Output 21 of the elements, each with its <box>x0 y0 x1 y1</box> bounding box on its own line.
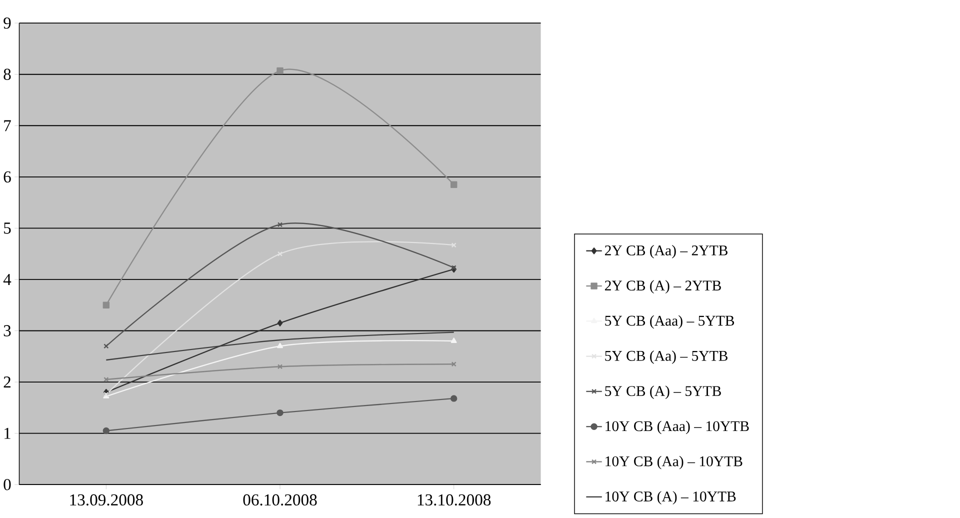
legend-label: 2Y CB (Aa) – 2YTB <box>604 245 728 258</box>
y-tick-label: 2 <box>4 376 10 388</box>
y-tick-label: 8 <box>4 68 11 80</box>
y-tick-label: 4 <box>3 274 12 286</box>
y-tick-label: 5 <box>4 222 11 234</box>
legend-label: 10Y CB (A) – 10YTB <box>606 491 736 505</box>
legend-label: 5Y CB (Aa) – 5YTB <box>605 350 728 364</box>
legend-label: 10Y CB (Aa) – 10YTB <box>606 456 742 470</box>
legend-label: 10Y CB (Aaa) – 10YTB <box>606 420 749 434</box>
legend-label: 5Y CB (Aaa) – 5YTB <box>605 315 734 329</box>
legend-label: 5Y CB (A) – 5YTB <box>605 386 721 400</box>
y-tick-label: 9 <box>4 18 11 29</box>
y-tick-label: 0 <box>4 479 11 490</box>
legend-label: 2Y CB (A) – 2YTB <box>604 280 721 294</box>
x-tick-label: 13.09.2008 <box>70 494 143 506</box>
y-tick-label: 7 <box>4 120 11 132</box>
y-tick-label: 3 <box>4 325 11 336</box>
x-tick-label: 06.10.2008 <box>243 494 317 506</box>
x-tick-label: 13.10.2008 <box>418 494 491 506</box>
y-tick-label: 1 <box>4 428 10 439</box>
y-tick-label: 6 <box>4 171 11 183</box>
